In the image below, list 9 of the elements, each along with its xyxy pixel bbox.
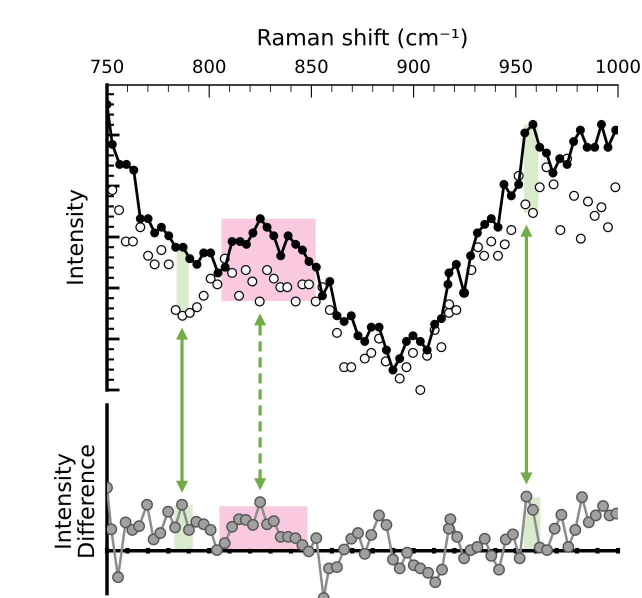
x-tick-label: 850	[295, 60, 328, 74]
x-tick-label: 1000	[597, 60, 640, 74]
x-axis-title: Raman shift (cm⁻¹)	[258, 28, 467, 48]
y-axis-title: Intensity Difference	[54, 445, 94, 557]
y-axis-title: Intensity	[66, 190, 88, 284]
x-tick-label: 900	[398, 60, 430, 74]
x-tick-label: 950	[500, 60, 532, 74]
x-tick-label: 750	[91, 60, 124, 74]
x-tick-label: 800	[193, 60, 226, 74]
